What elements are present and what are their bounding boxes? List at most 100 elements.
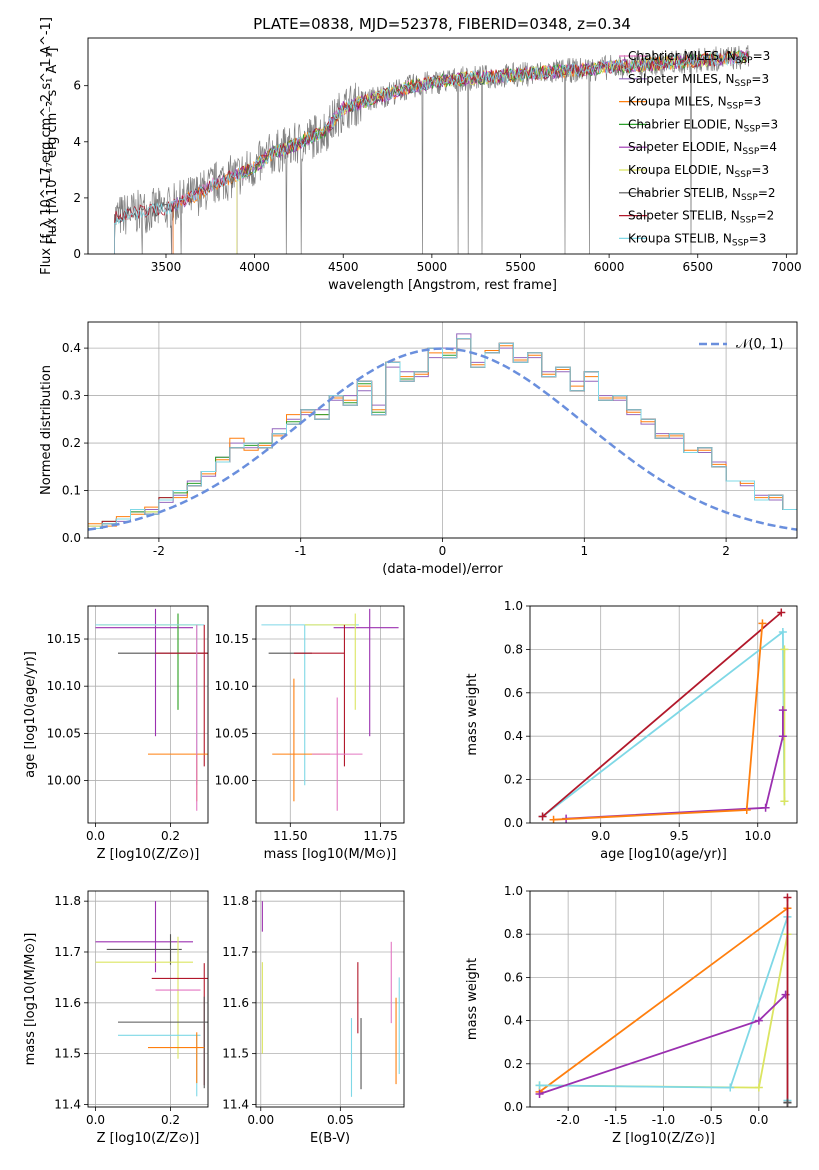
y-tick-label: 10.05 [215, 726, 249, 740]
mass-weight-marker [549, 815, 558, 823]
errorbar-panel: 0.00 0.05 11.4 11.5 11.6 11.7 11.8 E(B-V) [222, 890, 405, 1146]
legend-value: =2 [757, 209, 775, 223]
y-tick-label: 0.6 [504, 970, 523, 984]
x-axis-label: Z [log10(Z/Z⊙)] [97, 1131, 200, 1146]
y-tick-label: 11.7 [222, 945, 249, 959]
x-tick-label: 0.0 [749, 1113, 768, 1127]
histogram-step [88, 338, 797, 529]
legend-subscript: SSP [742, 147, 759, 157]
y-tick-label: 1.0 [504, 599, 523, 613]
x-tick-label: -0.5 [699, 1113, 722, 1127]
mass-weight-marker [778, 732, 787, 741]
spectrum-plot [114, 45, 750, 254]
errorbar-panel: 0.0 0.2 10.00 10.05 10.10 10.15 Z [log10(Z/Z⊙)… [23, 605, 209, 862]
y-tick-label: 10.00 [47, 774, 81, 788]
y-tick-label: 11.7 [54, 945, 81, 959]
mass-weight-marker [778, 706, 787, 715]
y-tick-label: 10.15 [215, 632, 249, 646]
model-spectrum-line [114, 50, 749, 254]
legend-entry: 𝒩(0, 1) [736, 337, 783, 352]
mass-weight-marker [780, 645, 789, 654]
y-tick-label: 10.00 [215, 774, 249, 788]
mass-weight-marker [761, 803, 770, 812]
x-tick-label: 0.2 [161, 829, 180, 843]
legend-value: =4 [759, 140, 777, 154]
y-tick-label: 11.8 [222, 894, 249, 908]
x-tick-label: -2 [153, 544, 165, 558]
y-tick-label: 11.5 [54, 1047, 81, 1061]
y-axis-label: mass weight [465, 958, 480, 1040]
mass-weight-plot [538, 608, 789, 823]
mass-weight-marker [535, 1090, 544, 1099]
model-spectrum-line [114, 51, 749, 254]
mass-weight-marker [777, 608, 786, 617]
mass-weight-marker [778, 628, 787, 637]
y-tick-label: 6 [73, 79, 81, 93]
x-tick-label: 6000 [594, 260, 625, 274]
x-tick-label: 4500 [328, 260, 359, 274]
mass-weight-panel: 9.0 9.5 10.0 0.0 0.2 0.4 0.6 0.8 1.0 age [log10(a… [465, 599, 798, 862]
legend-entry: Chabrier STELIB, NSSP=2 [628, 186, 776, 203]
residual-plot [88, 333, 797, 531]
axes-frame [529, 890, 798, 1108]
y-tick-label: 4 [73, 135, 81, 149]
y-axis-label: mass weight [465, 673, 480, 755]
legend-subscript: SSP [732, 238, 749, 248]
y-tick-label: 0 [73, 247, 81, 261]
mass-weight-marker [742, 805, 751, 814]
y-tick-label: 0.1 [62, 484, 81, 498]
legend-value: =3 [744, 95, 762, 109]
x-tick-label: 1 [580, 544, 588, 558]
x-tick-label: 0 [439, 544, 447, 558]
x-tick-label: 3500 [151, 260, 182, 274]
errorbar-plot [95, 608, 208, 811]
mass-weight-marker [783, 893, 792, 902]
y-axis-label: Flux [f_λ 10^-17 erg cm^-2 s^-1 A^-1] [39, 17, 54, 275]
y-tick-label: 0.8 [504, 927, 523, 941]
errorbar-plot [261, 608, 399, 811]
axes-frame [255, 605, 405, 824]
legend-subscript: SSP [740, 216, 757, 226]
y-tick-label: 0.0 [62, 531, 81, 545]
x-tick-label: 9.5 [670, 829, 689, 843]
y-axis-label: mass [log10(M/M⊙)] [23, 933, 38, 1066]
errorbar-plot [261, 901, 400, 1097]
mass-weight-panel: -2.0 -1.5 -1.0 -0.5 0.0 0.0 0.2 0.4 0.6 0.8 1.0 Z [… [465, 884, 798, 1146]
y-tick-label: 0.8 [504, 642, 523, 656]
legend-subscript: SSP [736, 56, 753, 66]
y-tick-label: 1.0 [504, 884, 523, 898]
legend-entry: Salpeter ELODIE, NSSP=4 [628, 140, 777, 157]
legend-value: =3 [760, 117, 778, 131]
legend-subscript: SSP [741, 193, 758, 203]
mass-weight-marker [726, 1083, 735, 1092]
x-axis-label: E(B-V) [310, 1131, 350, 1146]
x-tick-label: 11.75 [363, 829, 397, 843]
mass-weight-marker [538, 812, 547, 821]
errorbar-panel: 11.50 11.75 10.00 10.05 10.10 10.15 mass [log1… [215, 605, 405, 862]
x-tick-label: 7000 [771, 260, 802, 274]
y-tick-label: 0.0 [504, 816, 523, 830]
x-tick-label: 11.50 [273, 829, 307, 843]
x-tick-label: -1 [295, 544, 307, 558]
axes-frame [87, 321, 798, 539]
errorbar-plot [95, 901, 208, 1097]
legend-value: =3 [751, 163, 769, 177]
x-tick-label: 0.0 [86, 829, 105, 843]
mass-weight-marker [758, 619, 767, 628]
mass-weight-plot [535, 893, 792, 1107]
y-tick-label: 10.10 [215, 679, 249, 693]
residual-panel: -2 -1 0 1 2 0.0 0.1 0.2 0.3 0.4 (data-model)/error… [39, 321, 798, 577]
axes-frame [87, 890, 209, 1108]
spectrum-panel: 3500 4000 4500 5000 5500 6000 6500 7000 0 2 4 6 wave… [39, 17, 802, 293]
x-tick-label: 0.00 [247, 1113, 274, 1127]
y-tick-label: 11.6 [222, 996, 249, 1010]
x-tick-label: -1.0 [652, 1113, 675, 1127]
y-axis-label: age [log10(age/yr)] [23, 651, 38, 778]
x-tick-label: 9.0 [591, 829, 610, 843]
x-tick-label: 6500 [682, 260, 713, 274]
y-tick-label: 10.05 [47, 726, 81, 740]
figure-title: PLATE=0838, MJD=52378, FIBERID=0348, z=0… [253, 15, 631, 33]
mass-weight-marker [754, 1083, 763, 1092]
legend-value: =3 [753, 49, 771, 63]
mass-weight-marker [535, 1081, 544, 1090]
